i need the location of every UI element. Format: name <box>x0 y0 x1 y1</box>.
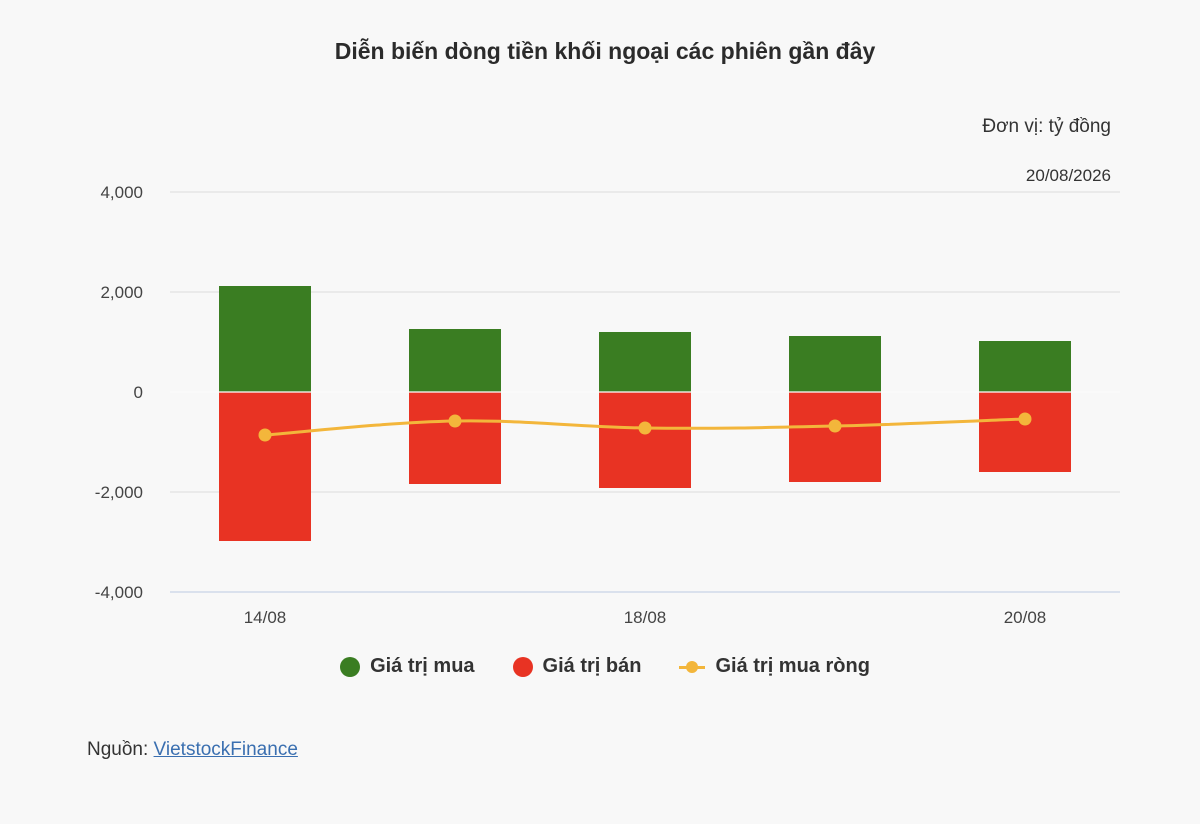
y-axis-ticks: 4,000 2,000 0 -2,000 -4,000 <box>95 183 143 602</box>
unit-label: Đơn vị: tỷ đồng <box>982 116 1111 137</box>
legend-item-net[interactable]: Giá trị mua ròng <box>679 655 870 678</box>
source-line: Nguồn: VietstockFinance <box>87 739 298 761</box>
net-point <box>258 428 272 442</box>
source-prefix: Nguồn: <box>87 739 154 760</box>
bar <box>599 332 691 392</box>
y-tick-label: 2,000 <box>100 283 143 302</box>
x-tick-label: 20/08 <box>1004 608 1047 627</box>
legend-buy-label: Giá trị mua <box>370 655 475 677</box>
legend-net-label: Giá trị mua ròng <box>715 655 870 677</box>
y-tick-label: -4,000 <box>95 583 143 602</box>
bar <box>409 392 501 484</box>
bar <box>219 392 311 541</box>
y-tick-label: 4,000 <box>100 183 143 202</box>
legend-net-marker <box>679 660 706 674</box>
chart-title: Diễn biến dòng tiền khối ngoại các phiên… <box>334 38 876 64</box>
bar <box>979 341 1071 392</box>
legend: Giá trị mua Giá trị bán Giá trị mua ròng <box>0 655 1200 678</box>
x-tick-label: 14/08 <box>244 608 287 627</box>
legend-sell-label: Giá trị bán <box>542 655 642 677</box>
x-axis-ticks: 14/08 18/08 20/08 <box>244 608 1047 627</box>
bar <box>409 329 501 392</box>
net-point <box>1018 412 1032 426</box>
y-tick-label: -2,000 <box>95 483 143 502</box>
source-link[interactable]: VietstockFinance <box>153 739 298 760</box>
y-tick-label: 0 <box>134 383 143 402</box>
legend-sell-marker <box>512 656 533 677</box>
net-point <box>638 421 652 435</box>
bars <box>170 286 1120 541</box>
legend-buy-marker <box>340 656 361 677</box>
bar <box>979 392 1071 472</box>
bar <box>599 392 691 488</box>
bar <box>219 286 311 392</box>
x-tick-label: 18/08 <box>624 608 667 627</box>
legend-item-sell[interactable]: Giá trị bán <box>512 655 642 678</box>
net-line <box>258 412 1032 442</box>
bar <box>789 336 881 392</box>
net-point <box>448 414 462 428</box>
bar <box>789 392 881 482</box>
net-point <box>828 419 842 433</box>
date-label: 20/08/2026 <box>1025 166 1111 185</box>
legend-item-buy[interactable]: Giá trị mua <box>340 655 475 678</box>
